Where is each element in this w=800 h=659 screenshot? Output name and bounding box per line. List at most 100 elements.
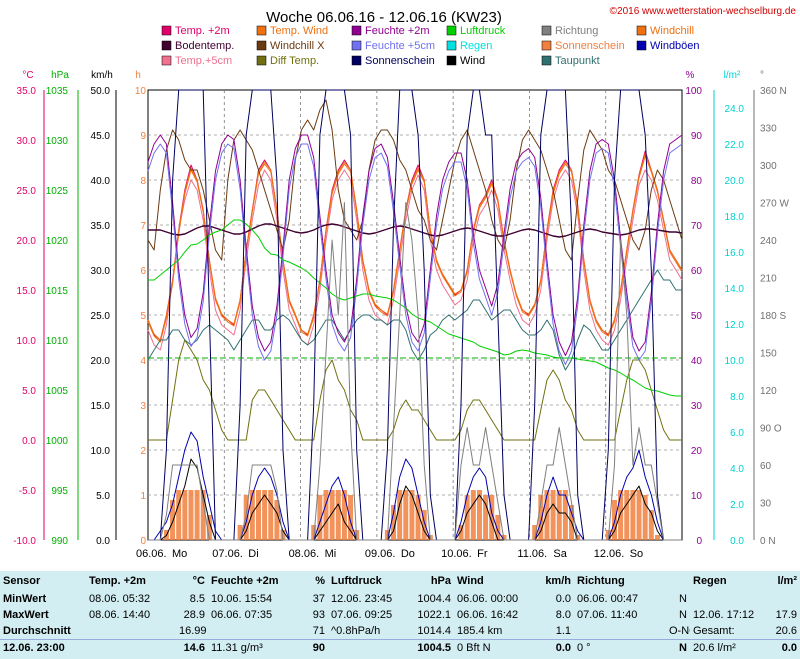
sunshine-bar (348, 495, 354, 540)
table-cell: N (666, 639, 690, 656)
sunshine-bar (329, 490, 335, 540)
axis-tick-label: 35.0 (91, 221, 111, 232)
axis-tick-label: 8.0 (730, 392, 744, 403)
table-cell: 0.0 (555, 593, 571, 605)
series-line (147, 99, 683, 261)
row-label: Durchschnitt (3, 625, 71, 637)
axis-tick-label: 50.0 (91, 86, 111, 97)
axis-tick-label: 22.0 (725, 140, 745, 151)
legend-swatch (161, 55, 172, 66)
table-cell: 1004.4 (417, 593, 451, 605)
axis-tick-label: 1035 (46, 86, 69, 97)
table-cell: ^0.8hPa/h (331, 625, 381, 637)
axis-unit: km/h (91, 70, 113, 81)
series-line (148, 202, 682, 541)
table-cell: N (679, 593, 687, 605)
axis-tick-label: 1015 (46, 286, 69, 297)
table-cell (208, 623, 298, 640)
legend-swatch (636, 40, 647, 51)
axis-unit: ° (760, 70, 764, 81)
table-cell: 17.9 (775, 609, 797, 621)
table-header: Sensor (3, 575, 41, 587)
table-row: MinWert 08.06. 05:32 8.5 10.06. 15:54 37… (0, 591, 800, 607)
sunshine-bar (262, 490, 268, 540)
axis-tick-label: 24.0 (725, 104, 745, 115)
statistics-table: Sensor Temp. +2m °C Feuchte +2m % Luftdr… (0, 571, 800, 659)
sunshine-bar (550, 490, 556, 540)
table-header: hPa (430, 575, 451, 587)
row-label: 12.06. 23:00 (0, 639, 86, 656)
legend-label: Richtung (555, 25, 598, 37)
row-label: MaxWert (3, 609, 49, 621)
sunshine-bar (421, 510, 427, 540)
sunshine-bar (458, 525, 464, 540)
axis-tick-label: 25.0 (91, 311, 111, 322)
sunshine-bar (341, 490, 347, 540)
table-cell: 90 (298, 639, 328, 656)
axis-tick-label: 100 (685, 86, 702, 97)
sunshine-bar (243, 495, 249, 540)
sunshine-bar (544, 490, 550, 540)
axis-tick-label: 0.0 (22, 436, 36, 447)
table-cell (772, 591, 800, 607)
x-tick-label: Di (248, 548, 258, 560)
sunshine-bar (176, 490, 182, 540)
sunshine-bar (274, 500, 280, 540)
legend-swatch (256, 25, 267, 36)
table-cell: 0.0 (534, 639, 574, 656)
axis-tick-label: 10.0 (725, 356, 745, 367)
legend-swatch (446, 55, 457, 66)
axis-tick-label: 270 W (760, 199, 789, 210)
sunshine-bar (464, 495, 470, 540)
legend-label: Windchill X (270, 40, 325, 52)
table-cell: 28.9 (183, 609, 205, 621)
sunshine-bar (636, 490, 642, 540)
axis-tick-label: 4 (140, 356, 146, 367)
sunshine-bar (255, 490, 261, 540)
axis-tick-label: 1005 (46, 386, 69, 397)
axis-tick-label: 1000 (46, 436, 69, 447)
x-tick-label: Mo (172, 548, 187, 560)
axis-tick-label: 7 (140, 221, 146, 232)
table-cell: 06.06. 16:42 (457, 609, 519, 621)
x-axis: 06.06. Mo 07.06. Di 08.06. Mi 09.06. Do 10.06. Fr… (136, 548, 643, 560)
axis-tick-label: 4.0 (730, 464, 744, 475)
legend-swatch (256, 40, 267, 51)
sunshine-bar (194, 490, 200, 540)
table-cell (328, 639, 408, 656)
sunshine-bar (562, 490, 568, 540)
series-line (147, 169, 683, 351)
axis-tick-label: 0.0 (96, 536, 110, 547)
sunshine-bar (206, 515, 212, 540)
chart-title: Woche 06.06.16 - 12.06.16 (KW23) (266, 9, 502, 26)
table-cell: 07.06. 11:40 (577, 609, 638, 621)
table-cell: 07.06. 09:25 (331, 609, 393, 621)
legend-label: Wind (460, 55, 485, 67)
table-cell: 0 Bft N (454, 639, 534, 656)
axis-tick-label: 40.0 (91, 176, 111, 187)
legend-label: Diff Temp. (270, 55, 319, 67)
sunshine-bar (182, 490, 188, 540)
table-cell (86, 623, 176, 640)
table-cell: 93 (312, 609, 325, 621)
sunshine-bar (654, 535, 660, 540)
legend-swatch (541, 55, 552, 66)
table-cell: 1.1 (555, 625, 571, 637)
table-cell: 0.0 (772, 639, 800, 656)
table-cell: 12.06. 23:45 (331, 593, 393, 605)
legend-swatch (446, 40, 457, 51)
axis-tick-label: 20.0 (725, 176, 745, 187)
sunshine-bar (630, 490, 636, 540)
table-cell: 0 ° (574, 639, 666, 656)
axis-tick-label: 90 (691, 131, 703, 142)
series-line (147, 269, 682, 371)
sunshine-bar (237, 525, 243, 540)
legend-label: Sonnenschein (555, 40, 625, 52)
axis-tick-label: 16.0 (725, 248, 745, 259)
table-cell: 1014.4 (417, 625, 451, 637)
sunshine-bar (311, 525, 317, 540)
x-tick-label: So (630, 548, 643, 560)
axis-unit: l/m² (724, 70, 741, 81)
table-cell: 14.6 (176, 639, 208, 656)
legend-swatch (351, 40, 362, 51)
